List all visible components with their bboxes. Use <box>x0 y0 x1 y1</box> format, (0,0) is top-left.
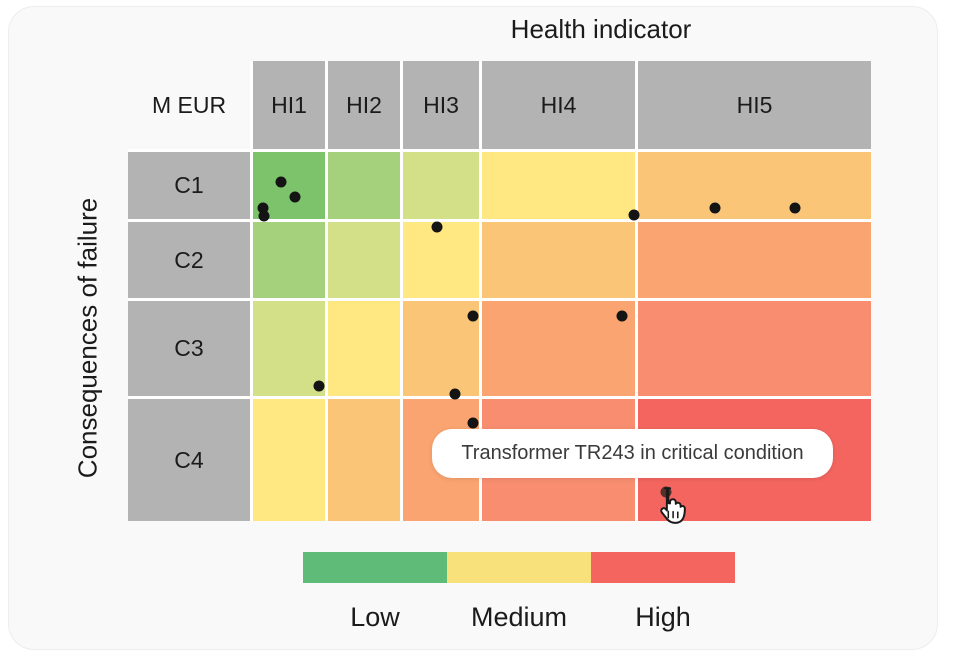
matrix-cell-C3-HI2[interactable] <box>328 301 400 396</box>
corner-label: M EUR <box>128 61 250 149</box>
data-point-C2-HI3[interactable] <box>431 221 443 233</box>
col-header-HI4: HI4 <box>482 61 635 149</box>
legend-label-high: High <box>635 602 691 632</box>
row-header-C1: C1 <box>128 152 250 219</box>
data-point-C3-HI3[interactable] <box>449 388 461 400</box>
hand-cursor-icon <box>652 485 686 534</box>
matrix-cell-C4-HI2[interactable] <box>328 399 400 521</box>
matrix-cell-C2-HI3[interactable] <box>403 222 479 298</box>
data-point-C1-HI1[interactable] <box>258 210 270 222</box>
data-point-C4-HI3[interactable] <box>467 417 479 429</box>
matrix-cell-C2-HI5[interactable] <box>638 222 871 298</box>
col-header-HI3: HI3 <box>403 61 479 149</box>
data-point-C3-HI3[interactable] <box>467 310 479 322</box>
matrix-cell-C4-HI1[interactable] <box>253 399 325 521</box>
legend-color-bar <box>303 552 735 583</box>
legend-labels: Low Medium High <box>303 602 735 633</box>
matrix-cell-C3-HI4[interactable] <box>482 301 635 396</box>
tooltip: Transformer TR243 in critical condition <box>432 429 833 478</box>
legend-segment-medium <box>447 552 591 583</box>
legend-segment-high <box>591 552 735 583</box>
matrix-cell-C2-HI1[interactable] <box>253 222 325 298</box>
y-axis-label: Consequences of failure <box>72 197 103 479</box>
matrix-cell-C3-HI1[interactable] <box>253 301 325 396</box>
legend-label-medium: Medium <box>470 602 568 632</box>
matrix-cell-C1-HI3[interactable] <box>403 152 479 219</box>
matrix-cell-C2-HI2[interactable] <box>328 222 400 298</box>
matrix-cell-C1-HI4[interactable] <box>482 152 635 219</box>
col-header-HI2: HI2 <box>328 61 400 149</box>
legend-label-low: Low <box>350 602 400 632</box>
data-point-C1-HI5[interactable] <box>709 202 721 214</box>
row-header-C3: C3 <box>128 301 250 396</box>
risk-matrix-grid: M EUR HI1 HI2 HI3 HI4 HI5 C1 C2 C3 C4 <box>128 61 871 521</box>
matrix-cell-C1-HI2[interactable] <box>328 152 400 219</box>
tooltip-text: Transformer TR243 in critical condition <box>461 442 804 464</box>
data-point-C1-HI1[interactable] <box>275 176 287 188</box>
data-point-C3-HI1[interactable] <box>313 380 325 392</box>
data-point-C1-HI1[interactable] <box>289 191 301 203</box>
matrix-cell-C2-HI4[interactable] <box>482 222 635 298</box>
chart-title: Health indicator <box>510 14 692 44</box>
data-point-C1-HI4[interactable] <box>628 209 640 221</box>
col-header-HI5: HI5 <box>638 61 871 149</box>
legend-segment-low <box>303 552 447 583</box>
data-point-C1-HI1[interactable] <box>257 202 269 214</box>
matrix-cell-C1-HI5[interactable] <box>638 152 871 219</box>
data-point-C3-HI4[interactable] <box>616 310 628 322</box>
matrix-cell-C3-HI3[interactable] <box>403 301 479 396</box>
row-header-C4: C4 <box>128 399 250 521</box>
col-header-HI1: HI1 <box>253 61 325 149</box>
row-header-C2: C2 <box>128 222 250 298</box>
matrix-cell-C3-HI5[interactable] <box>638 301 871 396</box>
data-point-C1-HI5[interactable] <box>789 202 801 214</box>
